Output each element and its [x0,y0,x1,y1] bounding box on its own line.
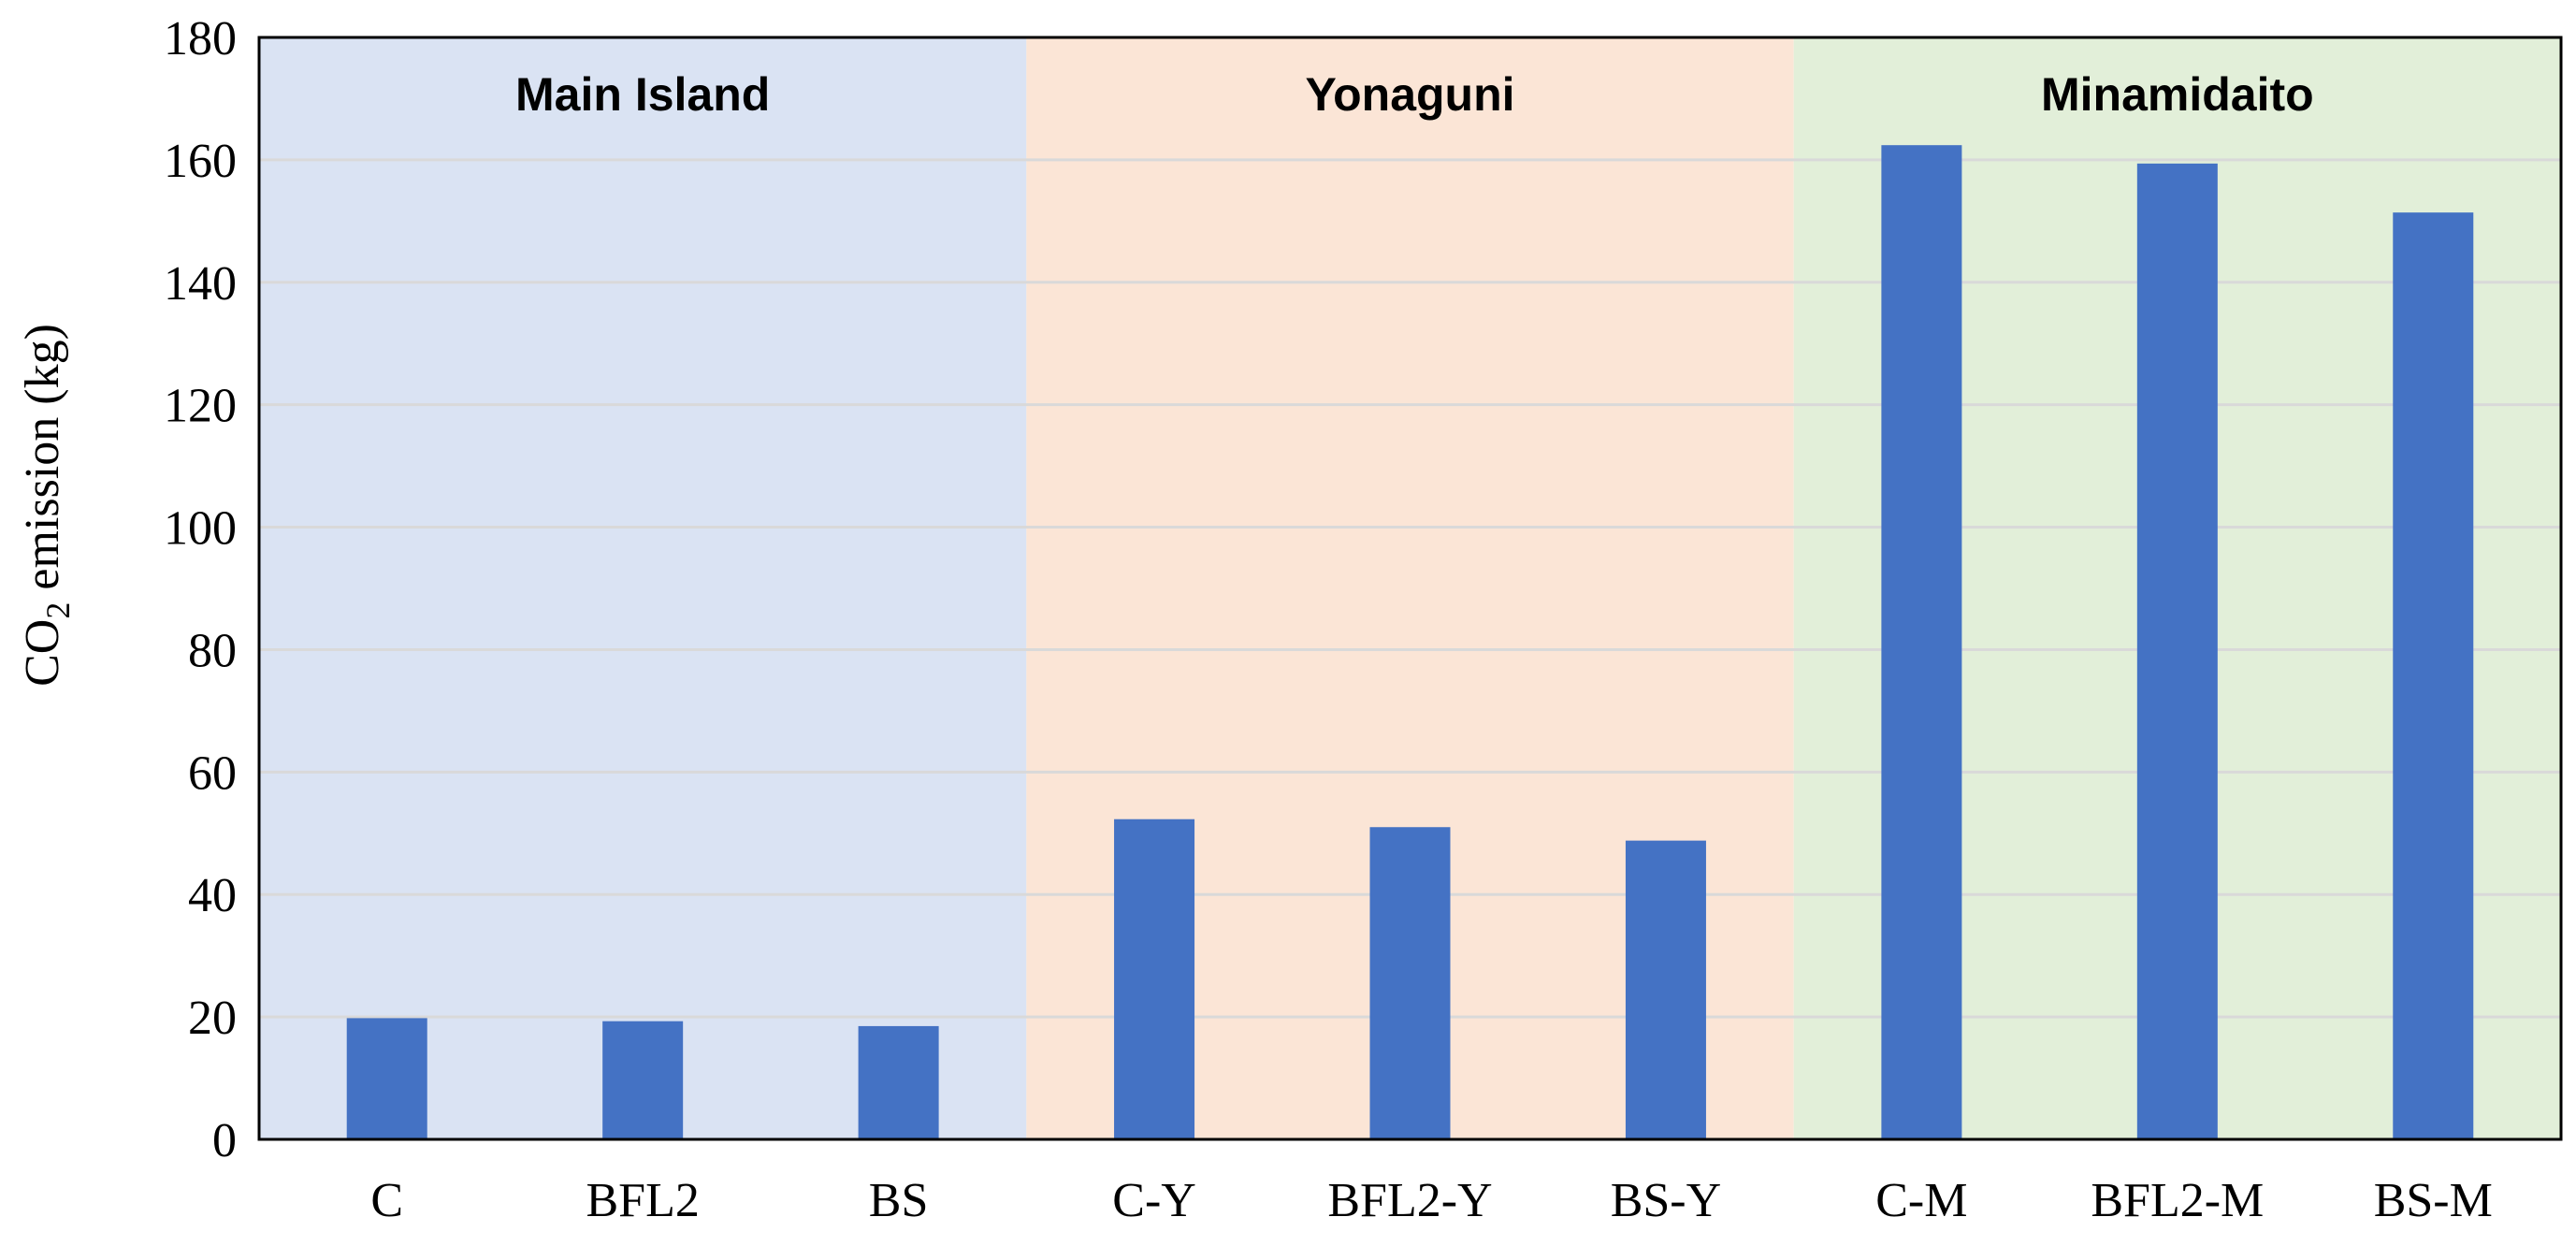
bar-C-Y [1114,819,1195,1139]
y-tick-label-6: 120 [164,380,237,433]
y-tick-label-4: 80 [188,624,237,677]
group-label-2: Minamidaito [2041,68,2314,121]
y-axis-title-subscript: 2 [39,602,77,619]
y-tick-label-7: 140 [164,257,237,311]
bar-BS-M [2393,212,2474,1139]
bars [346,145,2474,1139]
y-tick-label-5: 100 [164,502,237,556]
y-tick-label-9: 180 [164,12,237,65]
y-tick-labels: 0 20 40 60 80 100 120 140 160 180 [164,12,237,1167]
x-tick-label-BS-Y: BS-Y [1611,1174,1721,1227]
plot-area-border [257,36,2563,1141]
x-tick-label-BS: BS [869,1174,929,1227]
y-tick-label-8: 160 [164,135,237,188]
bar-C [346,1018,427,1139]
y-axis-title-suffix: emission (kg) [16,324,69,602]
group-label-0: Main Island [515,68,770,121]
y-tick-label-0: 0 [212,1114,237,1167]
y-axis-title-prefix: CO [16,619,69,687]
x-tick-label-BFL2-Y: BFL2-Y [1327,1174,1492,1227]
bar-C-M [1881,145,1962,1139]
bar-BFL2-M [2136,163,2218,1139]
x-tick-label-BFL2-M: BFL2-M [2091,1174,2264,1227]
bar-BS-Y [1625,840,1706,1139]
x-tick-labels: C BFL2 BS C-Y BFL2-Y BS-Y C-M BFL2-M BS-M [370,1174,2492,1227]
x-tick-label-C-Y: C-Y [1112,1174,1196,1227]
y-tick-label-3: 60 [188,746,237,800]
y-tick-label-2: 40 [188,869,237,922]
y-tick-label-1: 20 [188,992,237,1045]
group-band-0 [259,37,1027,1139]
bar-BFL2 [602,1021,684,1139]
x-tick-label-C: C [370,1174,403,1227]
x-tick-label-BS-M: BS-M [2374,1174,2493,1227]
bar-BFL2-Y [1369,827,1451,1139]
y-axis-title: CO2 emission (kg) [16,324,77,687]
x-tick-label-BFL2: BFL2 [586,1174,699,1227]
group-labels: Main Island Yonaguni Minamidaito [515,68,2314,121]
group-label-1: Yonaguni [1305,68,1514,121]
x-tick-label-C-M: C-M [1875,1174,1967,1227]
bar-BS [858,1025,939,1139]
